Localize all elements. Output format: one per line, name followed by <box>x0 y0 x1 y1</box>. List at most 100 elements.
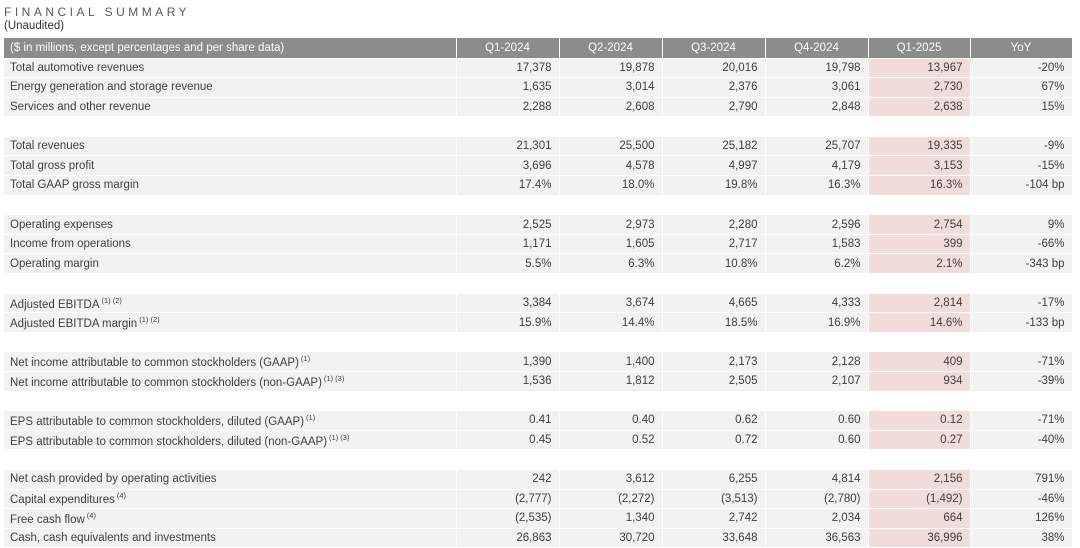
cell-q4-2024: 6.2% <box>764 253 869 275</box>
cell-yoy: -15% <box>969 155 1073 177</box>
footnote-reference: (4) <box>116 491 127 501</box>
cell-yoy: -17% <box>969 292 1073 314</box>
cell-q3-2024: (3,513) <box>661 488 766 510</box>
column-header-q1-2025: Q1-2025 <box>867 38 971 59</box>
row-label: Operating margin <box>4 253 457 275</box>
table-row-total-automotive-revenues: Total automotive revenues 17,378 19,878 20,… <box>4 57 1073 79</box>
row-label: Total GAAP gross margin <box>4 175 457 196</box>
row-label: Total automotive revenues <box>4 57 457 79</box>
table-row-energy-generation-and-storage-revenue: Energy generation and storage revenue 1,6… <box>4 77 1073 98</box>
table-row-adjusted-ebitda: Adjusted EBITDA (1) (2) 3,384 3,674 4,665 4,3… <box>4 292 1073 314</box>
cell-q4-2024: 1,583 <box>764 233 869 255</box>
cell-q3-2024: 0.72 <box>661 429 766 451</box>
cell-yoy: -71% <box>969 410 1073 431</box>
table-row-eps-attributable-to-common-stockholders-diluted-gaap: EPS attributable to common stockholders,… <box>4 410 1073 431</box>
cell-q2-2024: 30,720 <box>558 527 663 548</box>
row-label: Net income attributable to common stockh… <box>4 351 457 372</box>
cell-q1-2024: 242 <box>455 468 560 490</box>
column-header-q3-2024: Q3-2024 <box>661 38 766 59</box>
spacer-row <box>4 391 1072 411</box>
cell-q1-2025: 3,153 <box>867 155 971 177</box>
cell-q3-2024: 20,016 <box>661 57 766 79</box>
cell-q1-2024: 3,696 <box>455 155 560 177</box>
cell-q1-2025: 2,638 <box>867 96 971 118</box>
cell-q4-2024: 3,061 <box>764 77 869 98</box>
cell-q1-2025: 2,814 <box>867 292 971 314</box>
table-row-capital-expenditures: Capital expenditures (4) (2,777) (2,272) (3,… <box>4 488 1073 510</box>
cell-q1-2025: 2,730 <box>867 77 971 98</box>
cell-q1-2024: (2,535) <box>455 508 560 529</box>
cell-q1-2024: 1,536 <box>455 371 560 392</box>
cell-q4-2024: 16.9% <box>764 312 869 333</box>
cell-yoy: -46% <box>969 488 1073 510</box>
cell-q4-2024: 19,798 <box>764 57 869 79</box>
cell-q2-2024: 3,014 <box>558 77 663 98</box>
row-label: Energy generation and storage revenue <box>4 77 457 98</box>
row-label: Total gross profit <box>4 155 457 177</box>
cell-q4-2024: 2,128 <box>764 351 869 372</box>
page-title: FINANCIAL SUMMARY <box>4 5 191 19</box>
row-label: Capital expenditures (4) <box>4 488 457 510</box>
cell-yoy: -104 bp <box>969 175 1073 196</box>
cell-q2-2024: 3,674 <box>558 292 663 314</box>
cell-yoy: -133 bp <box>969 312 1073 333</box>
header-row: ($ in millions, except percentages and p… <box>4 38 1073 59</box>
cell-q3-2024: 2,376 <box>661 77 766 98</box>
cell-q3-2024: 33,648 <box>661 527 766 548</box>
cell-yoy: -71% <box>969 351 1073 372</box>
row-label: Adjusted EBITDA (1) (2) <box>4 292 457 314</box>
cell-q2-2024: 2,608 <box>558 96 663 118</box>
cell-q2-2024: 18.0% <box>558 175 663 196</box>
spacer-cell <box>4 195 1072 215</box>
cell-yoy: -39% <box>969 371 1073 392</box>
row-label: Free cash flow (4) <box>4 508 457 529</box>
cell-q4-2024: 0.60 <box>764 410 869 431</box>
spacer-cell <box>4 332 1072 352</box>
cell-q1-2025: 0.12 <box>867 410 971 431</box>
footnote-reference: (1) <box>306 413 316 423</box>
spacer-cell <box>4 273 1072 294</box>
footnote-reference: (1) (3) <box>323 373 345 383</box>
cell-q1-2024: 1,635 <box>455 77 560 98</box>
row-label: Net income attributable to common stockh… <box>4 371 457 392</box>
spacer-row <box>4 449 1072 470</box>
column-header-q1-2024: Q1-2024 <box>455 38 560 59</box>
spacer-cell <box>4 391 1072 411</box>
cell-q2-2024: 3,612 <box>558 468 663 490</box>
cell-q3-2024: 6,255 <box>661 468 766 490</box>
column-header-q4-2024: Q4-2024 <box>764 38 869 59</box>
cell-q3-2024: 2,505 <box>661 371 766 392</box>
cell-q3-2024: 4,997 <box>661 155 766 177</box>
cell-q3-2024: 2,742 <box>661 508 766 529</box>
cell-q3-2024: 25,182 <box>661 135 766 157</box>
cell-q3-2024: 4,665 <box>661 292 766 314</box>
cell-q4-2024: 4,814 <box>764 468 869 490</box>
cell-q1-2025: (1,492) <box>867 488 971 510</box>
cell-q1-2024: 0.41 <box>455 410 560 431</box>
cell-q1-2024: 5.5% <box>455 253 560 275</box>
column-header-yoy: YoY <box>969 38 1073 59</box>
cell-q4-2024: (2,780) <box>764 488 869 510</box>
table-row-services-and-other-revenue: Services and other revenue 2,288 2,608 2,79… <box>4 96 1073 118</box>
cell-yoy: 15% <box>969 96 1073 118</box>
cell-q3-2024: 2,173 <box>661 351 766 372</box>
spacer-cell <box>4 449 1072 470</box>
row-label: Net cash provided by operating activitie… <box>4 468 457 490</box>
column-header-q2-2024: Q2-2024 <box>558 38 663 59</box>
table-row-eps-attributable-to-common-stockholders-diluted-non-gaap: EPS attributable to common stockholders,… <box>4 429 1073 451</box>
cell-yoy: -20% <box>969 57 1073 79</box>
table-row-free-cash-flow: Free cash flow (4) (2,535) 1,340 2,742 2,034 6… <box>4 508 1073 529</box>
footnote-reference: (1) (2) <box>139 315 160 325</box>
cell-q3-2024: 2,280 <box>661 214 766 235</box>
cell-q1-2024: 1,171 <box>455 233 560 255</box>
cell-q1-2024: 15.9% <box>455 312 560 333</box>
spacer-row <box>4 273 1072 294</box>
table-row-net-cash-provided-by-operating-activities: Net cash provided by operating activitie… <box>4 468 1073 490</box>
cell-q1-2024: 17.4% <box>455 175 560 196</box>
row-label: Income from operations <box>4 233 457 255</box>
table-row-cash-cash-equivalents-and-investments: Cash, cash equivalents and investments 26… <box>4 527 1073 548</box>
cell-yoy: -66% <box>969 233 1073 255</box>
cell-q4-2024: 4,179 <box>764 155 869 177</box>
cell-q1-2025: 399 <box>867 233 971 255</box>
